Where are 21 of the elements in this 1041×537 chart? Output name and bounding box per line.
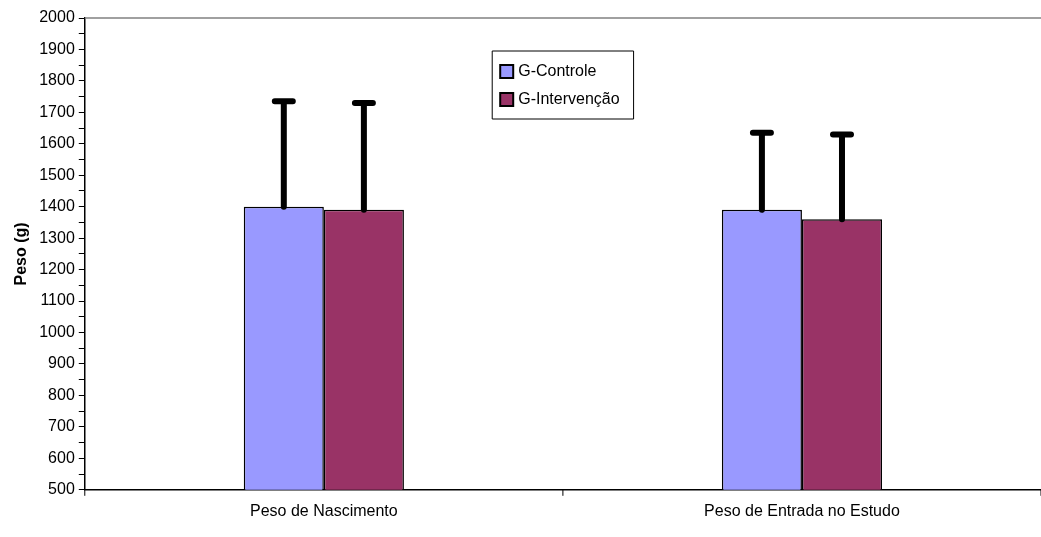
y-tick-label: 1800 <box>39 71 75 89</box>
legend-label: G-Controle <box>518 62 597 80</box>
y-tick-label: 600 <box>48 448 75 466</box>
y-tick-label: 1200 <box>39 260 75 278</box>
y-tick-label: 500 <box>48 480 75 498</box>
y-tick-label: 800 <box>48 385 75 403</box>
y-tick-label: 1700 <box>39 102 75 120</box>
y-tick-label: 1100 <box>40 291 75 309</box>
x-tick-label: Peso de Entrada no Estudo <box>704 501 900 519</box>
legend-label: G-Intervenção <box>518 90 620 108</box>
y-tick-label: 1500 <box>39 165 75 183</box>
y-tick-label: 1000 <box>39 322 75 340</box>
y-tick-label: 1600 <box>39 134 75 152</box>
y-tick-label: 700 <box>48 417 75 435</box>
y-tick-label: 1300 <box>39 228 75 246</box>
y-tick-label: 2000 <box>39 8 75 26</box>
y-tick-label: 900 <box>48 354 75 372</box>
x-tick-label: Peso de Nascimento <box>250 501 398 519</box>
y-tick-label: 1400 <box>39 197 75 215</box>
y-tick-label: 1900 <box>39 39 75 57</box>
y-axis-title: Peso (g) <box>12 222 30 286</box>
